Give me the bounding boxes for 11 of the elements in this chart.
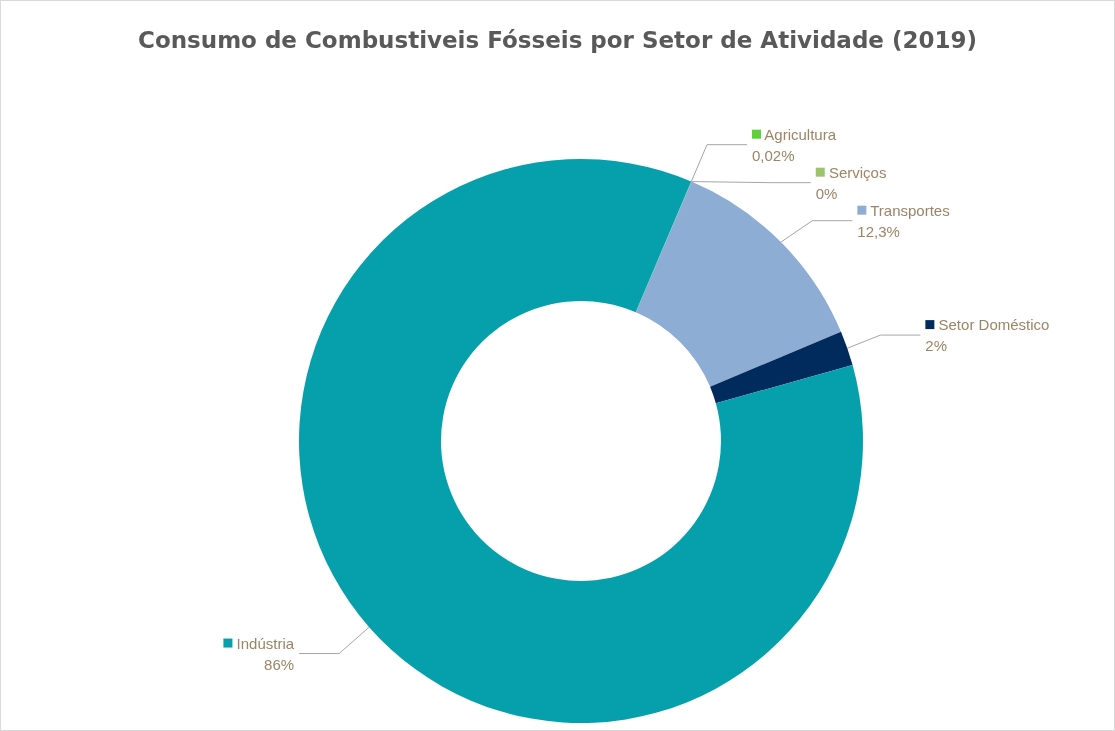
data-label: 2% [925, 337, 948, 355]
legend-label: Serviços [824, 163, 887, 181]
text: 0% [815, 184, 838, 202]
data-label: 86% [264, 655, 295, 673]
legend-label: Transportes [866, 201, 950, 219]
data-label: 0,02% [752, 146, 795, 164]
legend-label: Indústria [232, 634, 295, 652]
legend-label: Setor Doméstico [934, 316, 1050, 334]
chart-title: Consumo de Combustiveis Fósseis por Setor de Atividade (2019) [138, 26, 977, 53]
legend-label: Agricultura [761, 125, 837, 143]
data-label: 12,3% [857, 222, 900, 240]
